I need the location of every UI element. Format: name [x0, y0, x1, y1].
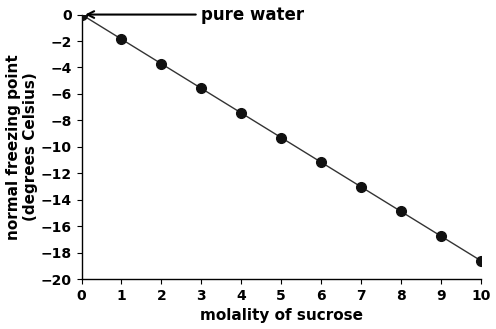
Text: pure water: pure water [87, 6, 305, 24]
Y-axis label: normal freezing point
(degrees Celsius): normal freezing point (degrees Celsius) [5, 54, 38, 240]
X-axis label: molality of sucrose: molality of sucrose [200, 309, 363, 323]
